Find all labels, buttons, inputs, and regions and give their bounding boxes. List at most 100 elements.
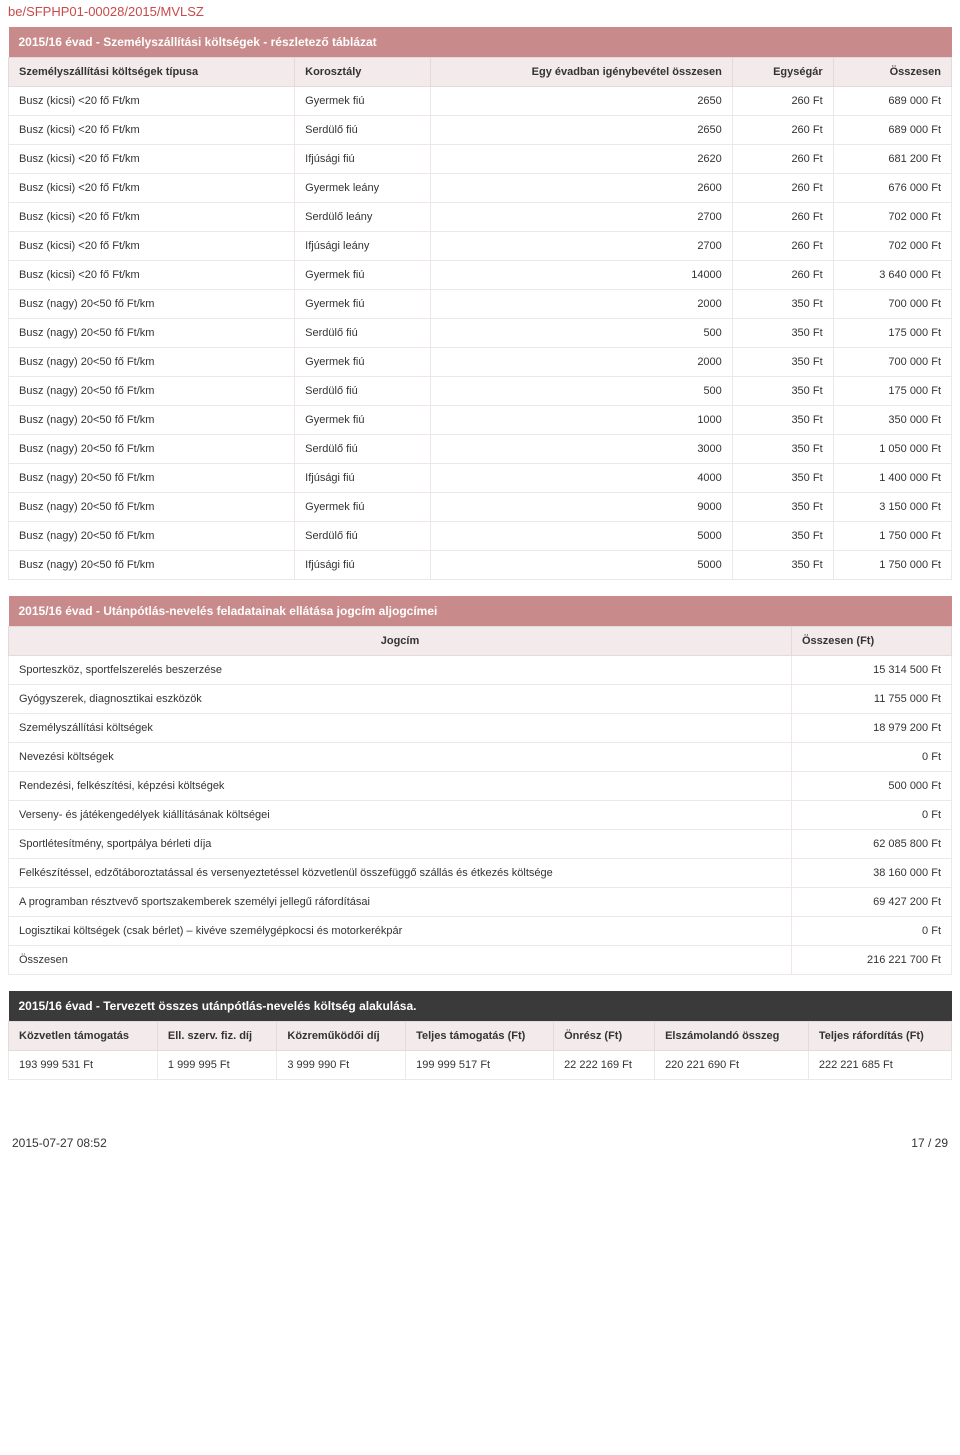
table-row: Gyógyszerek, diagnosztikai eszközök11 75… xyxy=(9,685,952,714)
table-cell: Serdülő fiú xyxy=(295,377,431,406)
table-cell: Sportlétesítmény, sportpálya bérleti díj… xyxy=(9,830,792,859)
table-cell: Serdülő fiú xyxy=(295,522,431,551)
table-cell: 681 200 Ft xyxy=(833,145,951,174)
table-cell: 350 Ft xyxy=(732,406,833,435)
transport-costs-table: 2015/16 évad - Személyszállítási költség… xyxy=(8,27,952,580)
table-cell: 3 999 990 Ft xyxy=(277,1051,406,1080)
table1-col-0: Személyszállítási költségek típusa xyxy=(9,58,295,87)
table-cell: Serdülő leány xyxy=(295,203,431,232)
table-cell: 350 Ft xyxy=(732,348,833,377)
table-cell: 216 221 700 Ft xyxy=(792,946,952,975)
footer-pagination: 17 / 29 xyxy=(911,1136,948,1150)
subtotals-table: 2015/16 évad - Utánpótlás-nevelés felada… xyxy=(8,596,952,975)
table-cell: 260 Ft xyxy=(732,203,833,232)
table-cell: 2600 xyxy=(430,174,732,203)
table-cell: Busz (nagy) 20<50 fő Ft/km xyxy=(9,493,295,522)
table3-title: 2015/16 évad - Tervezett összes utánpótl… xyxy=(9,991,952,1022)
table-cell: 220 221 690 Ft xyxy=(655,1051,809,1080)
footer-timestamp: 2015-07-27 08:52 xyxy=(12,1136,107,1150)
table-cell: Busz (nagy) 20<50 fő Ft/km xyxy=(9,522,295,551)
table-row: Személyszállítási költségek18 979 200 Ft xyxy=(9,714,952,743)
table-cell: Busz (kicsi) <20 fő Ft/km xyxy=(9,261,295,290)
table-cell: 350 Ft xyxy=(732,319,833,348)
table-cell: 260 Ft xyxy=(732,232,833,261)
table-cell: 350 Ft xyxy=(732,551,833,580)
table-cell: 69 427 200 Ft xyxy=(792,888,952,917)
table-cell: 62 085 800 Ft xyxy=(792,830,952,859)
table-row: Busz (nagy) 20<50 fő Ft/kmGyermek fiú100… xyxy=(9,406,952,435)
table-cell: Ifjúsági fiú xyxy=(295,145,431,174)
table-cell: Ifjúsági fiú xyxy=(295,464,431,493)
table-cell: 38 160 000 Ft xyxy=(792,859,952,888)
table-cell: 22 222 169 Ft xyxy=(554,1051,655,1080)
table-cell: Gyermek fiú xyxy=(295,493,431,522)
table-cell: 500 xyxy=(430,377,732,406)
table-cell: Busz (nagy) 20<50 fő Ft/km xyxy=(9,319,295,348)
table-cell: 2700 xyxy=(430,232,732,261)
table-cell: 2700 xyxy=(430,203,732,232)
table3-col-0: Közvetlen támogatás xyxy=(9,1022,158,1051)
table-cell: 2000 xyxy=(430,290,732,319)
table-cell: Ifjúsági fiú xyxy=(295,551,431,580)
table-cell: 702 000 Ft xyxy=(833,232,951,261)
table-row: Busz (nagy) 20<50 fő Ft/kmSerdülő fiú500… xyxy=(9,319,952,348)
table-cell: 689 000 Ft xyxy=(833,87,951,116)
table-row: A programban résztvevő sportszakemberek … xyxy=(9,888,952,917)
table-cell: Gyermek fiú xyxy=(295,406,431,435)
table1-col-1: Korosztály xyxy=(295,58,431,87)
table-row: Busz (kicsi) <20 fő Ft/kmIfjúsági leány2… xyxy=(9,232,952,261)
table-cell: Serdülő fiú xyxy=(295,435,431,464)
table-cell: Busz (nagy) 20<50 fő Ft/km xyxy=(9,551,295,580)
table-cell: 500 xyxy=(430,319,732,348)
table-cell: 1 050 000 Ft xyxy=(833,435,951,464)
table-cell: 9000 xyxy=(430,493,732,522)
table3-col-5: Elszámolandó összeg xyxy=(655,1022,809,1051)
table-cell: Gyógyszerek, diagnosztikai eszközök xyxy=(9,685,792,714)
table-cell: 2620 xyxy=(430,145,732,174)
table2-col-1: Összesen (Ft) xyxy=(792,627,952,656)
table-cell: Ifjúsági leány xyxy=(295,232,431,261)
table-cell: 350 Ft xyxy=(732,522,833,551)
table-cell: 1000 xyxy=(430,406,732,435)
table1-header-row: Személyszállítási költségek típusa Koros… xyxy=(9,58,952,87)
table3-col-3: Teljes támogatás (Ft) xyxy=(406,1022,554,1051)
table3-header-row: Közvetlen támogatás Ell. szerv. fiz. díj… xyxy=(9,1022,952,1051)
table-row: Sporteszköz, sportfelszerelés beszerzése… xyxy=(9,656,952,685)
table-cell: 2000 xyxy=(430,348,732,377)
table-cell: Busz (kicsi) <20 fő Ft/km xyxy=(9,174,295,203)
table-cell: Busz (kicsi) <20 fő Ft/km xyxy=(9,116,295,145)
table-cell: 700 000 Ft xyxy=(833,348,951,377)
table-cell: Busz (nagy) 20<50 fő Ft/km xyxy=(9,377,295,406)
table-cell: 1 400 000 Ft xyxy=(833,464,951,493)
table-cell: 689 000 Ft xyxy=(833,116,951,145)
table-cell: Logisztikai költségek (csak bérlet) – ki… xyxy=(9,917,792,946)
table-cell: 2650 xyxy=(430,87,732,116)
table-row: Busz (nagy) 20<50 fő Ft/kmIfjúsági fiú50… xyxy=(9,551,952,580)
table-cell: 350 Ft xyxy=(732,377,833,406)
table-cell: 175 000 Ft xyxy=(833,319,951,348)
table-cell: 1 750 000 Ft xyxy=(833,522,951,551)
table-cell: 350 Ft xyxy=(732,493,833,522)
table1-col-3: Egységár xyxy=(732,58,833,87)
table-cell: Busz (kicsi) <20 fő Ft/km xyxy=(9,145,295,174)
table-cell: 222 221 685 Ft xyxy=(808,1051,951,1080)
table-row: Busz (nagy) 20<50 fő Ft/kmGyermek fiú200… xyxy=(9,290,952,319)
table-cell: 199 999 517 Ft xyxy=(406,1051,554,1080)
table-row: Busz (nagy) 20<50 fő Ft/kmSerdülő fiú300… xyxy=(9,435,952,464)
table-cell: Gyermek leány xyxy=(295,174,431,203)
table-cell: Összesen xyxy=(9,946,792,975)
table-cell: Gyermek fiú xyxy=(295,87,431,116)
table-row: 193 999 531 Ft1 999 995 Ft3 999 990 Ft19… xyxy=(9,1051,952,1080)
table3-col-2: Közreműködői díj xyxy=(277,1022,406,1051)
table2-col-0: Jogcím xyxy=(9,627,792,656)
table-cell: 350 Ft xyxy=(732,435,833,464)
table-cell: Busz (kicsi) <20 fő Ft/km xyxy=(9,203,295,232)
page-reference: be/SFPHP01-00028/2015/MVLSZ xyxy=(0,0,960,27)
table-cell: 3 150 000 Ft xyxy=(833,493,951,522)
table-cell: 1 999 995 Ft xyxy=(157,1051,276,1080)
table-row: Verseny- és játékengedélyek kiállításána… xyxy=(9,801,952,830)
table-cell: 676 000 Ft xyxy=(833,174,951,203)
table1-col-4: Összesen xyxy=(833,58,951,87)
table-cell: Gyermek fiú xyxy=(295,290,431,319)
table-cell: Sporteszköz, sportfelszerelés beszerzése xyxy=(9,656,792,685)
